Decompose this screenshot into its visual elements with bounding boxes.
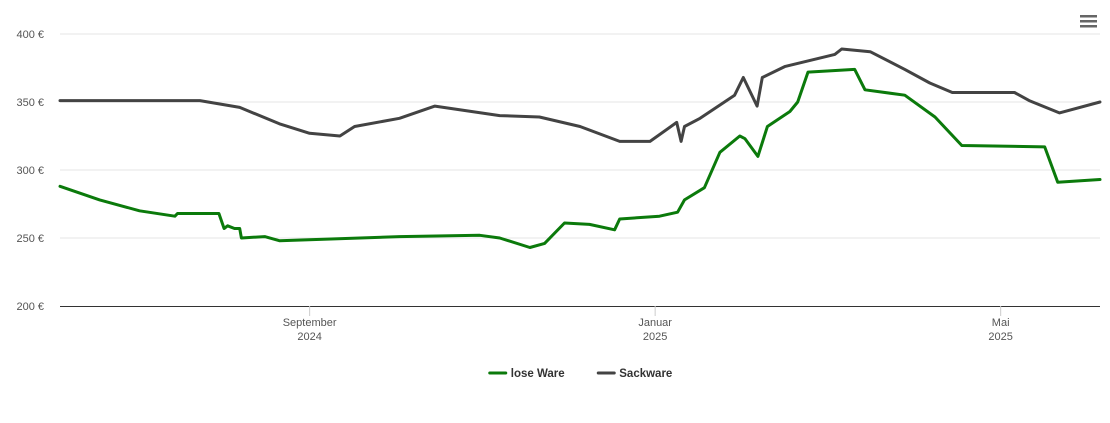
y-tick-label: 400 €	[16, 29, 44, 41]
legend-label: Sackware	[619, 368, 672, 380]
x-tick-label: September	[283, 317, 337, 329]
x-tick-label: 2024	[297, 331, 321, 343]
menu-button[interactable]	[1080, 15, 1097, 28]
y-tick-label: 200 €	[16, 301, 44, 313]
legend-item[interactable]: lose Ware	[488, 368, 565, 380]
series-line	[58, 47, 1102, 143]
legend-label: lose Ware	[511, 368, 565, 380]
x-tick-label: Januar	[638, 317, 672, 329]
legend-item[interactable]: Sackware	[596, 368, 672, 380]
x-tick-label: 2025	[988, 331, 1012, 343]
series-line	[58, 67, 1102, 249]
x-tick-label: Mai	[992, 317, 1010, 329]
y-tick-label: 250 €	[16, 233, 44, 245]
y-tick-label: 350 €	[16, 97, 44, 109]
y-tick-label: 300 €	[16, 165, 44, 177]
x-tick-label: 2025	[643, 331, 667, 343]
